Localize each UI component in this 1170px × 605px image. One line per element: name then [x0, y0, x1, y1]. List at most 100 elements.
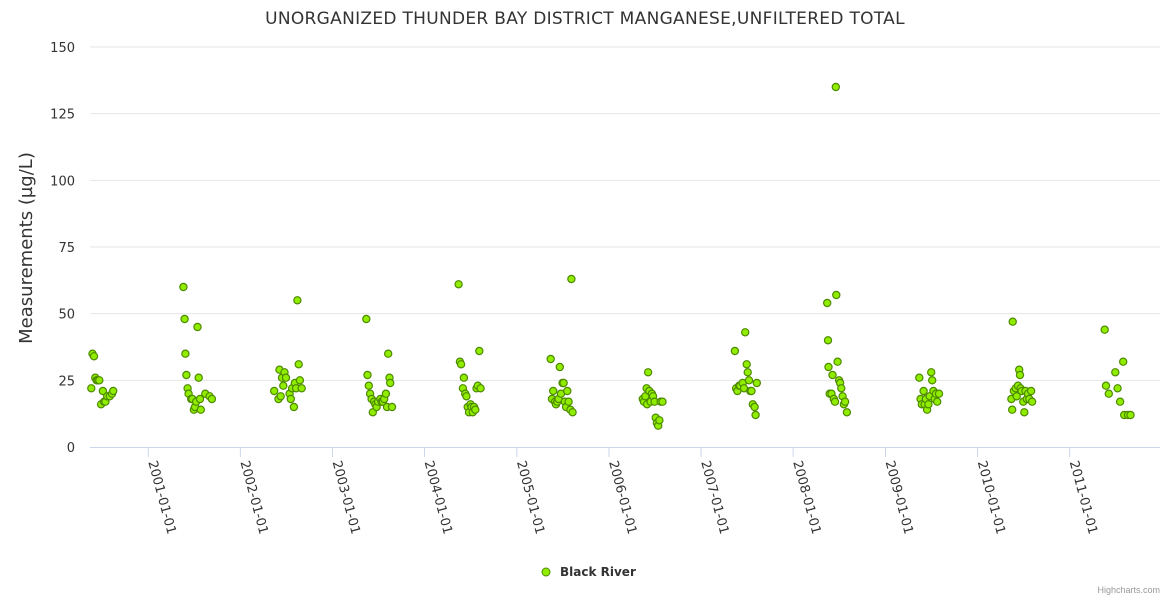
data-point[interactable] — [1118, 357, 1128, 366]
data-point[interactable] — [658, 397, 667, 406]
data-point[interactable] — [98, 386, 108, 396]
data-point[interactable] — [828, 370, 837, 380]
data-point[interactable] — [568, 408, 577, 417]
data-point[interactable] — [563, 386, 572, 396]
data-point[interactable] — [476, 384, 485, 393]
data-point[interactable] — [193, 322, 202, 332]
data-point[interactable] — [832, 290, 841, 300]
data-point[interactable] — [831, 82, 841, 92]
data-point[interactable] — [95, 376, 104, 385]
data-point[interactable] — [1015, 370, 1025, 380]
x-tick-label: 2010-01-01 — [974, 459, 1008, 536]
data-point[interactable] — [471, 405, 480, 414]
credits-link[interactable]: Highcharts.com — [1097, 585, 1160, 595]
x-tick-label: 2005-01-01 — [513, 459, 547, 536]
data-point[interactable] — [293, 296, 302, 305]
data-point[interactable] — [747, 386, 756, 396]
data-point[interactable] — [555, 362, 565, 372]
data-point[interactable] — [276, 392, 285, 401]
data-point[interactable] — [741, 328, 750, 337]
data-point[interactable] — [750, 402, 759, 412]
data-point[interactable] — [549, 386, 558, 396]
data-point[interactable] — [1113, 384, 1122, 393]
data-point[interactable] — [751, 410, 760, 420]
legend-marker-black-river[interactable] — [541, 567, 551, 577]
data-point[interactable] — [180, 314, 189, 324]
data-point[interactable] — [915, 373, 924, 382]
data-point[interactable] — [108, 386, 118, 396]
data-point[interactable] — [742, 360, 751, 369]
data-point[interactable] — [289, 402, 299, 412]
data-point[interactable] — [752, 378, 762, 388]
data-point[interactable] — [182, 370, 191, 380]
data-point[interactable] — [546, 354, 555, 364]
data-point[interactable] — [364, 381, 373, 390]
data-point[interactable] — [823, 336, 833, 345]
data-point[interactable] — [730, 346, 740, 356]
data-point[interactable] — [297, 384, 306, 393]
y-axis-label: Measurements (µg/L) — [16, 152, 37, 344]
data-point[interactable] — [89, 352, 99, 361]
data-point[interactable] — [1126, 410, 1135, 420]
x-tick-label: 2001-01-01 — [144, 459, 178, 536]
data-point[interactable] — [1020, 408, 1029, 417]
data-point[interactable] — [381, 389, 391, 398]
data-point[interactable] — [655, 416, 664, 425]
data-point[interactable] — [270, 386, 279, 396]
data-point[interactable] — [1100, 325, 1109, 334]
data-point[interactable] — [743, 368, 752, 377]
data-point[interactable] — [837, 384, 846, 393]
data-point[interactable] — [559, 378, 568, 388]
data-point[interactable] — [179, 282, 188, 292]
data-point[interactable] — [1027, 397, 1037, 406]
data-point[interactable] — [830, 397, 840, 406]
data-point[interactable] — [362, 314, 371, 324]
data-point[interactable] — [194, 373, 203, 382]
data-point[interactable] — [924, 400, 933, 409]
data-point[interactable] — [295, 376, 305, 385]
data-point[interactable] — [286, 394, 295, 404]
data-point[interactable] — [833, 357, 842, 366]
data-point[interactable] — [1008, 405, 1017, 414]
data-point[interactable] — [1008, 317, 1017, 326]
data-point[interactable] — [927, 368, 936, 377]
data-point[interactable] — [387, 402, 397, 412]
data-point[interactable] — [386, 378, 395, 388]
data-point[interactable] — [462, 392, 471, 401]
data-point[interactable] — [934, 389, 944, 398]
data-point[interactable] — [207, 394, 217, 404]
data-point[interactable] — [294, 360, 303, 369]
data-point[interactable] — [459, 373, 469, 382]
data-point[interactable] — [279, 381, 288, 390]
data-point[interactable] — [567, 274, 576, 284]
data-point[interactable] — [823, 298, 832, 308]
data-point[interactable] — [928, 376, 937, 385]
data-point[interactable] — [281, 373, 291, 382]
data-point[interactable] — [1104, 389, 1114, 398]
data-point[interactable] — [1012, 392, 1021, 401]
data-point[interactable] — [643, 368, 653, 377]
data-point[interactable] — [195, 394, 205, 404]
series-black-river-points[interactable] — [87, 82, 1135, 430]
data-point[interactable] — [1115, 397, 1125, 406]
data-point[interactable] — [181, 349, 190, 358]
data-point[interactable] — [824, 362, 833, 372]
data-point[interactable] — [475, 346, 484, 356]
data-point[interactable] — [744, 376, 754, 385]
data-point[interactable] — [87, 384, 96, 393]
data-point[interactable] — [454, 280, 463, 289]
data-point[interactable] — [840, 397, 850, 406]
legend-label-black-river[interactable]: Black River — [560, 565, 636, 579]
data-point[interactable] — [1111, 368, 1120, 377]
data-point[interactable] — [1026, 386, 1036, 396]
data-point[interactable] — [384, 349, 393, 358]
data-point[interactable] — [564, 397, 573, 406]
data-point[interactable] — [933, 397, 942, 406]
data-point[interactable] — [842, 408, 852, 417]
data-point[interactable] — [919, 386, 928, 396]
data-point[interactable] — [1101, 381, 1111, 390]
data-point[interactable] — [196, 405, 205, 414]
legend[interactable]: Black River — [541, 565, 636, 579]
data-point[interactable] — [456, 360, 466, 369]
data-point[interactable] — [363, 370, 372, 380]
